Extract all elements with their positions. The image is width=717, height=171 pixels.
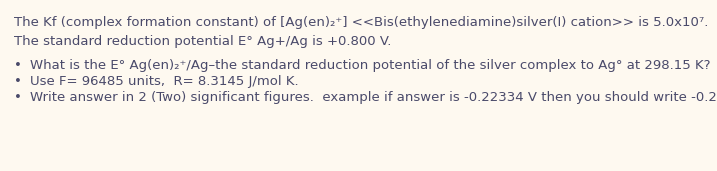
Text: Write answer in 2 (Two) significant figures.  example if answer is -0.22334 V th: Write answer in 2 (Two) significant figu… [30,91,717,104]
Text: The standard reduction potential E° Ag+/Ag is +0.800 V.: The standard reduction potential E° Ag+/… [14,35,391,48]
Text: The Kf (complex formation constant) of [Ag(en)₂⁺] <<Bis(ethylenediamine)silver(I: The Kf (complex formation constant) of [… [14,16,708,29]
Text: •: • [14,59,22,72]
Text: •: • [14,91,22,104]
Text: •: • [14,75,22,88]
Text: Use F= 96485 units,  R= 8.3145 J/mol K.: Use F= 96485 units, R= 8.3145 J/mol K. [30,75,298,88]
Text: What is the E° Ag(en)₂⁺/Ag–the standard reduction potential of the silver comple: What is the E° Ag(en)₂⁺/Ag–the standard … [30,59,711,72]
